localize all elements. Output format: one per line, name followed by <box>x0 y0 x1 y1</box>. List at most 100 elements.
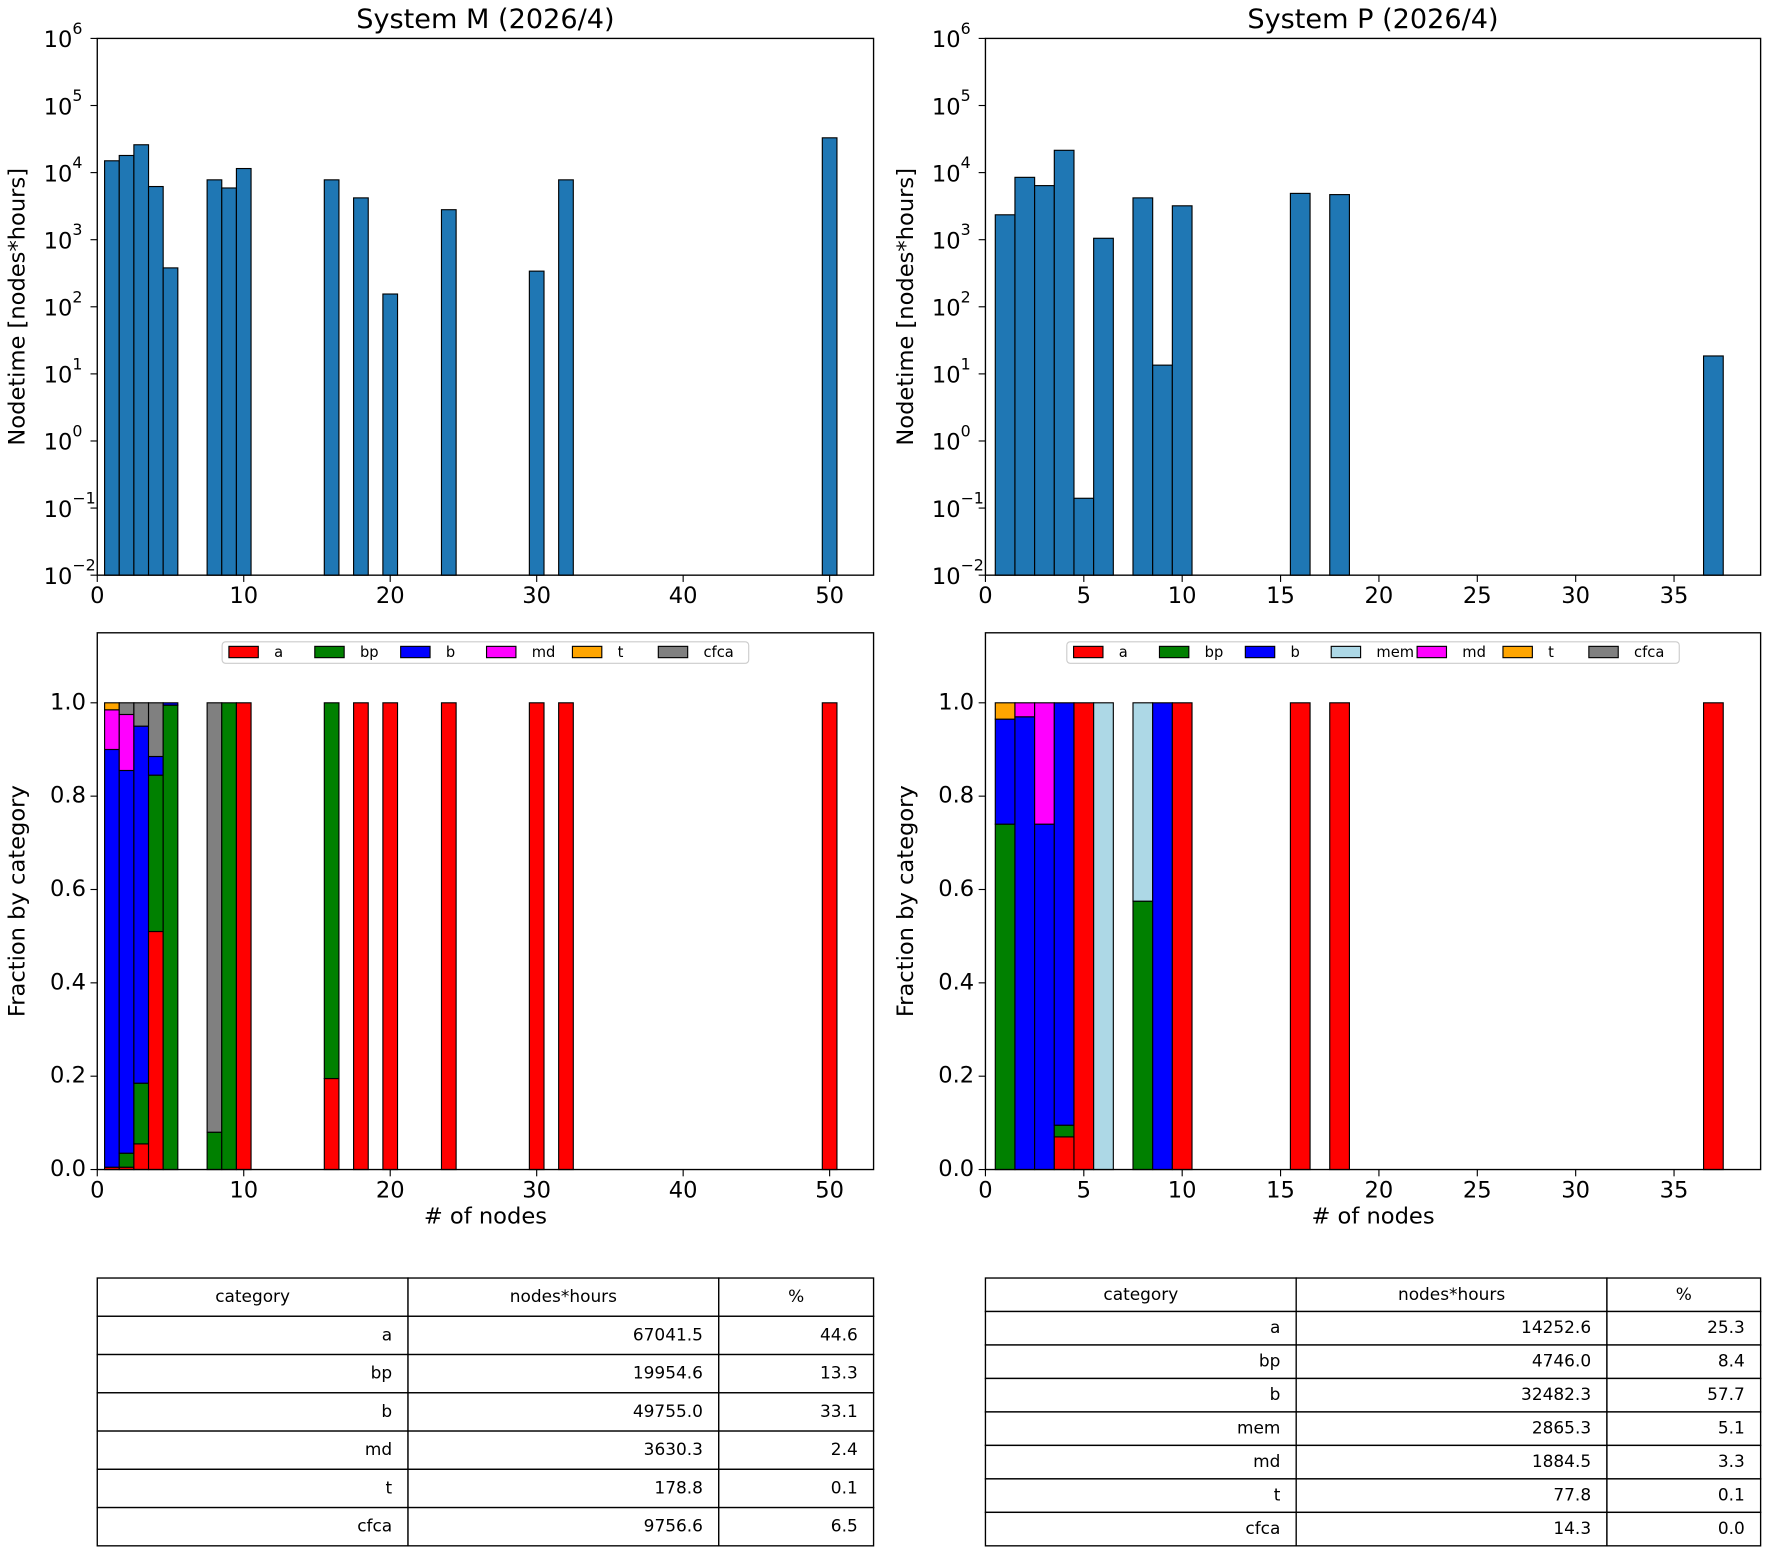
y-tick-label: 10 <box>44 430 73 456</box>
y-axis-label: Nodetime [nodes*hours] <box>893 168 919 446</box>
table-cell <box>407 1353 720 1394</box>
y-tick-exponent: 6 <box>961 19 971 38</box>
table-cell <box>96 1430 409 1470</box>
y-tick-label: 10 <box>44 363 73 389</box>
bar-segment <box>323 1077 340 1171</box>
legend-label: t <box>1548 644 1554 661</box>
x-tick-label: 30 <box>1561 583 1590 609</box>
bar <box>558 179 574 576</box>
legend-swatch <box>228 645 259 659</box>
table-cell <box>984 1478 1297 1514</box>
bar-segment <box>147 930 164 1171</box>
bar-segment <box>162 704 179 1171</box>
bar-segment <box>440 702 457 1171</box>
bar <box>1132 197 1154 576</box>
table-cell-text: 4746.0 <box>1532 1351 1591 1371</box>
y-tick-exponent: −1 <box>72 489 95 508</box>
legend-label: a <box>1119 644 1128 661</box>
bar-segment <box>528 702 545 1171</box>
table-cell-text: cfca <box>357 1516 392 1536</box>
bar <box>1329 194 1350 576</box>
y-tick-exponent: 0 <box>72 421 82 440</box>
y-tick-exponent: −2 <box>72 556 95 575</box>
table-cell-text: t <box>386 1477 393 1497</box>
x-tick-label: 20 <box>376 1178 405 1204</box>
legend-swatch <box>314 645 345 659</box>
bar <box>821 137 838 576</box>
table-header: category <box>1103 1284 1178 1304</box>
bar-segment <box>133 1082 150 1145</box>
x-tick-label: 10 <box>1168 583 1197 609</box>
bar-segment <box>104 702 120 711</box>
legend-swatch <box>1588 645 1619 659</box>
y-tick-label: 10 <box>932 228 961 254</box>
x-tick-label: 5 <box>1077 583 1091 609</box>
bar <box>162 267 179 576</box>
bar-segment <box>147 755 164 776</box>
legend-frame <box>1066 641 1680 664</box>
table-cell <box>407 1277 720 1317</box>
table-cell <box>718 1506 875 1547</box>
table-cell-text: 0.1 <box>831 1477 858 1497</box>
y-tick-exponent: 5 <box>72 86 82 105</box>
y-tick-label: 10 <box>932 161 961 187</box>
bar-segment <box>104 709 120 751</box>
bar-segment <box>1034 823 1055 1171</box>
x-tick-label: 35 <box>1660 1178 1689 1204</box>
table-cell <box>984 1310 1297 1346</box>
bar-segment <box>994 702 1016 720</box>
table-cell <box>718 1277 875 1317</box>
y-tick-label: 0.6 <box>938 876 974 902</box>
table-cell <box>1295 1411 1608 1447</box>
bar <box>147 185 164 576</box>
y-tick-exponent: 2 <box>961 287 971 306</box>
bar-segment <box>994 823 1016 1171</box>
y-tick-exponent: −2 <box>961 556 984 575</box>
table-cell <box>1295 1478 1608 1514</box>
legend-swatch <box>1073 645 1104 659</box>
table-cell-text: t <box>1274 1485 1281 1505</box>
bar <box>323 179 340 576</box>
y-tick-label: 1.0 <box>50 689 86 715</box>
table-cell <box>407 1430 720 1470</box>
x-tick-label: 40 <box>669 1178 698 1204</box>
x-tick-label: 15 <box>1266 583 1295 609</box>
legend-frame <box>221 641 750 664</box>
x-tick-label: 20 <box>376 583 405 609</box>
legend-swatch <box>400 645 431 659</box>
table-cell-text: 0.0 <box>1718 1518 1745 1538</box>
table-header: % <box>1676 1284 1692 1304</box>
bar <box>1053 149 1075 576</box>
x-tick-label: 35 <box>1660 583 1689 609</box>
y-tick-label: 0.6 <box>50 876 86 902</box>
legend-swatch <box>1416 645 1448 659</box>
legend-label: md <box>1462 644 1486 661</box>
y-tick-exponent: 2 <box>72 287 82 306</box>
table-cell <box>96 1315 409 1356</box>
table-cell <box>407 1315 720 1356</box>
table-cell-text: 3630.3 <box>644 1439 703 1459</box>
table-cell-text: 2.4 <box>831 1439 858 1459</box>
y-tick-label: 10 <box>44 564 73 590</box>
table-cell-text: cfca <box>1245 1518 1280 1538</box>
table-cell <box>1606 1277 1762 1313</box>
chart-title: System M (2026/4) <box>356 4 614 35</box>
bar-segment <box>206 1131 223 1171</box>
table-cell-text: a <box>382 1324 392 1344</box>
x-tick-label: 30 <box>1561 1178 1590 1204</box>
bar-segment <box>1073 702 1095 1171</box>
y-tick-label: 10 <box>932 430 961 456</box>
bar <box>133 144 150 576</box>
bar <box>1093 237 1114 576</box>
table-cell <box>718 1392 875 1432</box>
table-cell <box>984 1411 1297 1447</box>
table-cell <box>718 1468 875 1509</box>
x-tick-label: 15 <box>1266 1178 1295 1204</box>
bar-segment <box>221 702 237 1171</box>
bar-segment <box>118 713 135 772</box>
y-tick-label: 10 <box>44 161 73 187</box>
bar-segment <box>994 718 1016 825</box>
legend-swatch <box>1502 645 1533 659</box>
x-tick-label: 10 <box>229 583 258 609</box>
bar <box>235 167 252 576</box>
